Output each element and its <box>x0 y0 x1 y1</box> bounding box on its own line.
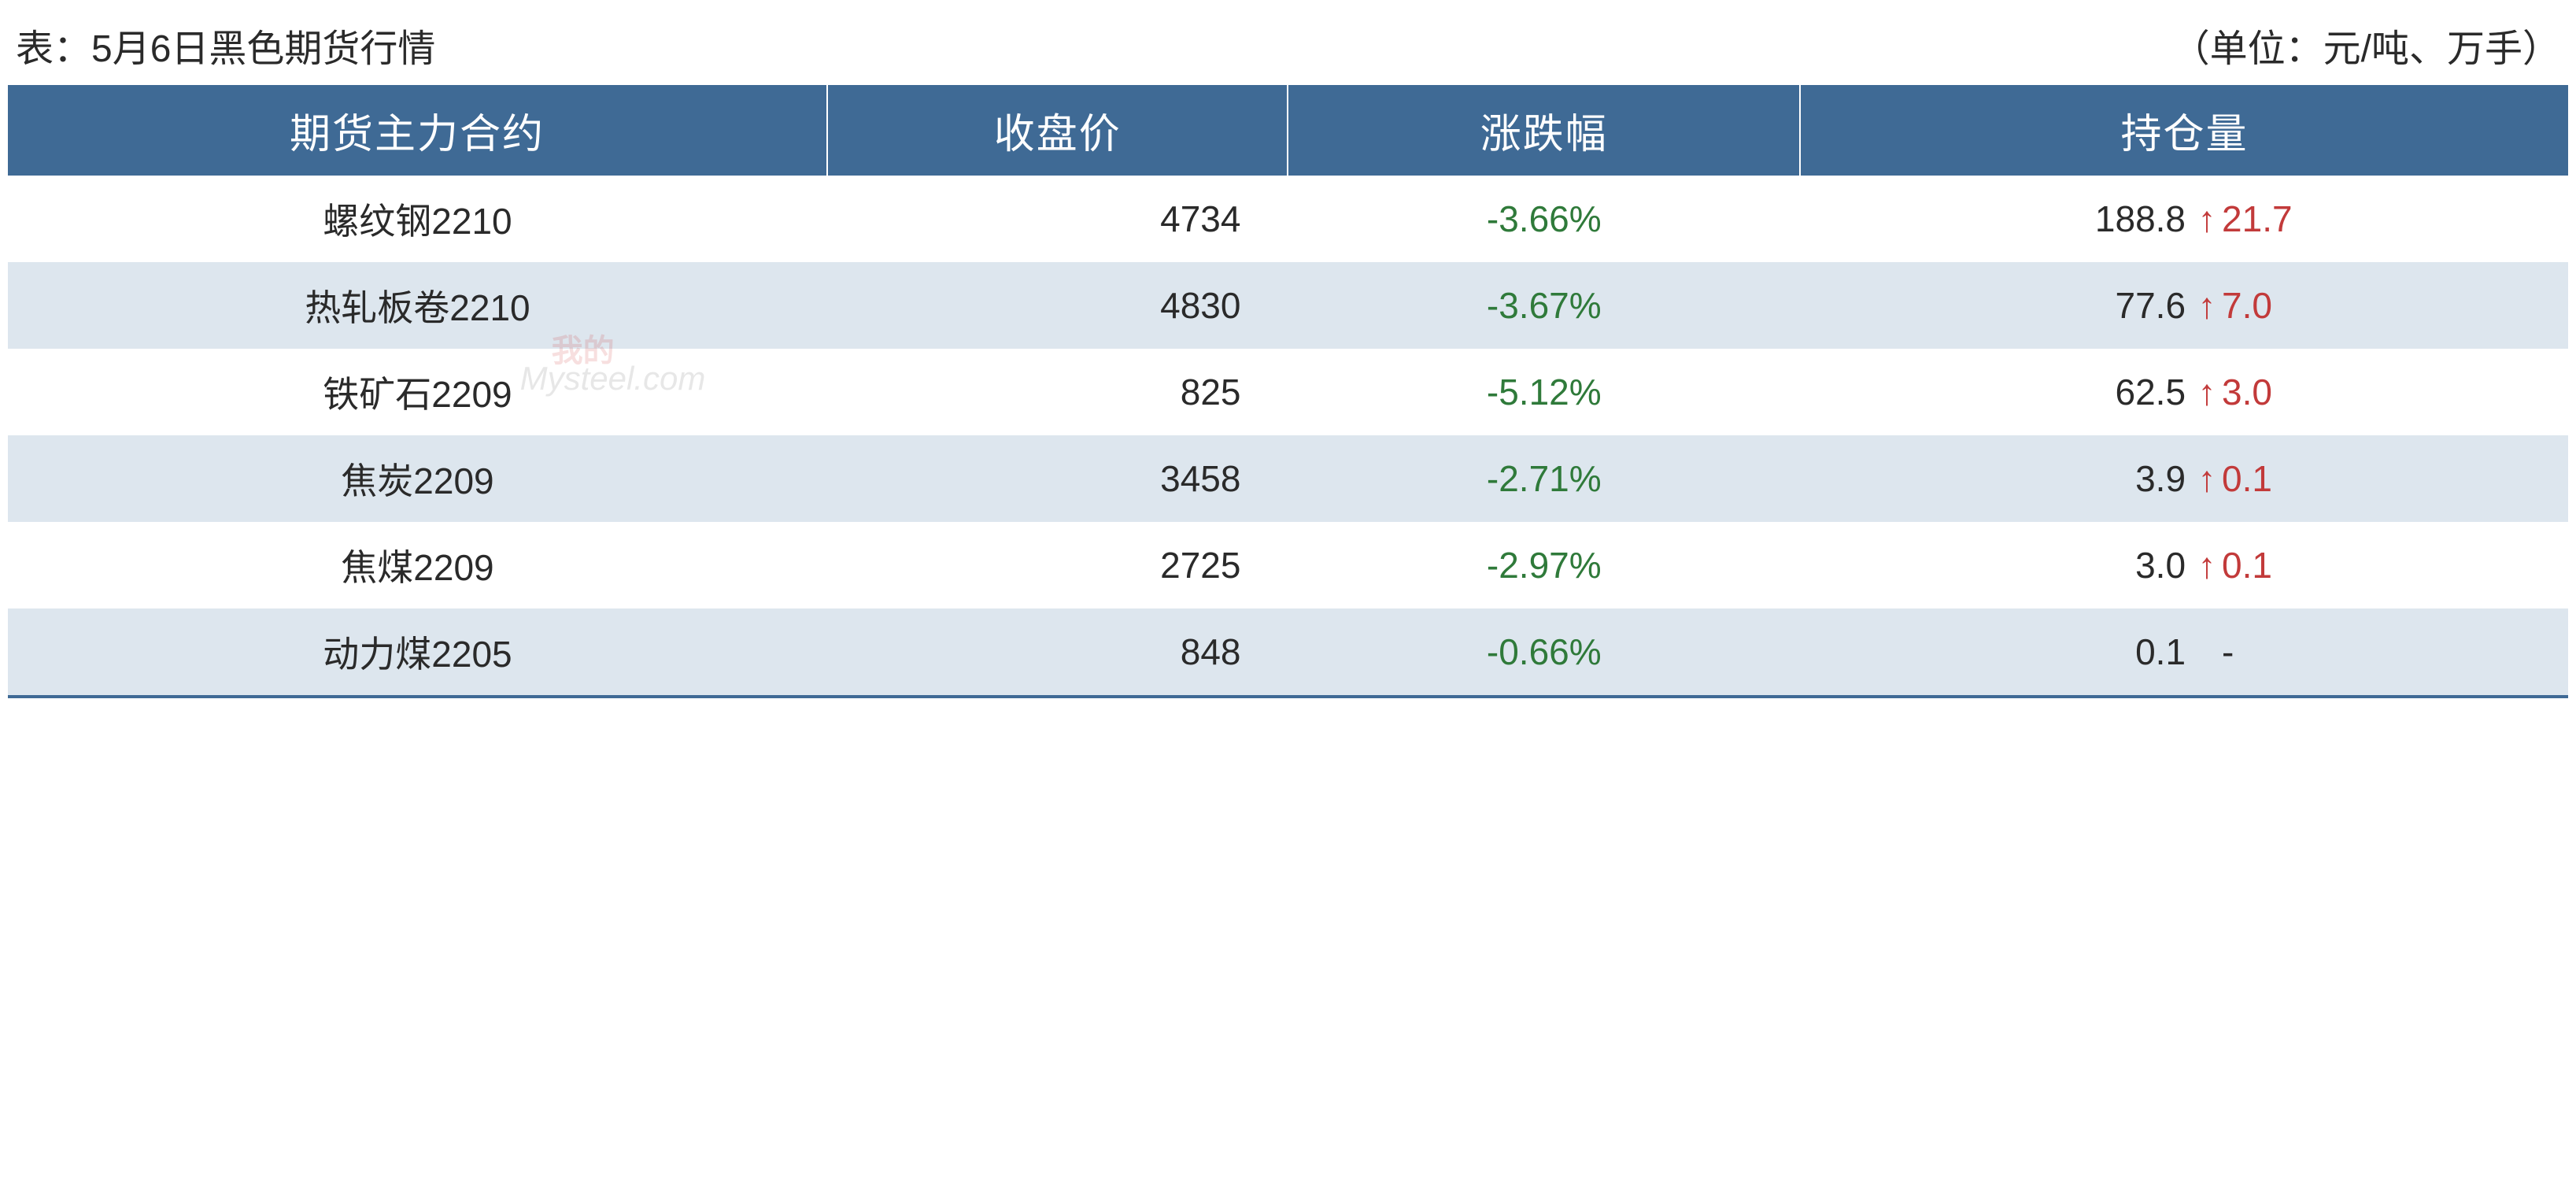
table-title: 表：5月6日黑色期货行情 <box>16 17 435 72</box>
oi-delta: - <box>2222 631 2301 673</box>
cell-contract: 铁矿石2209 <box>8 349 827 435</box>
cell-close: 3458 <box>827 435 1288 522</box>
table-row: 焦煤22092725-2.97%3.0↑0.1 <box>8 522 2568 608</box>
header-oi: 持仓量 <box>1800 85 2568 176</box>
cell-change: -0.66% <box>1288 608 1800 697</box>
header-close: 收盘价 <box>827 85 1288 176</box>
oi-base: 188.8 <box>2068 198 2186 240</box>
cell-open-interest: 3.0↑0.1 <box>1800 522 2568 608</box>
cell-open-interest: 188.8↑21.7 <box>1800 176 2568 262</box>
oi-delta: 0.1 <box>2222 457 2301 500</box>
oi-delta: 7.0 <box>2222 284 2301 327</box>
cell-change: -3.67% <box>1288 262 1800 349</box>
header-change: 涨跌幅 <box>1288 85 1800 176</box>
cell-contract: 热轧板卷2210 <box>8 262 827 349</box>
cell-open-interest: 62.5↑3.0 <box>1800 349 2568 435</box>
table-row: 螺纹钢22104734-3.66%188.8↑21.7 <box>8 176 2568 262</box>
cell-contract: 焦炭2209 <box>8 435 827 522</box>
table-row: 铁矿石2209825-5.12%62.5↑3.0 <box>8 349 2568 435</box>
table-header-row: 期货主力合约 收盘价 涨跌幅 持仓量 <box>8 85 2568 176</box>
oi-base: 3.9 <box>2068 457 2186 500</box>
table-body: 螺纹钢22104734-3.66%188.8↑21.7热轧板卷22104830-… <box>8 176 2568 697</box>
cell-close: 4734 <box>827 176 1288 262</box>
oi-delta: 21.7 <box>2222 198 2301 240</box>
cell-change: -2.97% <box>1288 522 1800 608</box>
cell-close: 2725 <box>827 522 1288 608</box>
cell-close: 825 <box>827 349 1288 435</box>
oi-base: 62.5 <box>2068 371 2186 413</box>
table-row: 焦炭22093458-2.71%3.9↑0.1 <box>8 435 2568 522</box>
cell-contract: 螺纹钢2210 <box>8 176 827 262</box>
header-contract: 期货主力合约 <box>8 85 827 176</box>
arrow-up-icon: ↑ <box>2195 457 2219 500</box>
oi-base: 0.1 <box>2068 631 2186 673</box>
cell-contract: 动力煤2205 <box>8 608 827 697</box>
futures-table: 期货主力合约 收盘价 涨跌幅 持仓量 螺纹钢22104734-3.66%188.… <box>8 85 2568 698</box>
arrow-up-icon: ↑ <box>2195 371 2219 413</box>
table-unit: （单位：元/吨、万手） <box>2172 17 2560 72</box>
arrow-up-icon: ↑ <box>2195 544 2219 586</box>
cell-close: 848 <box>827 608 1288 697</box>
cell-change: -5.12% <box>1288 349 1800 435</box>
cell-close: 4830 <box>827 262 1288 349</box>
cell-contract: 焦煤2209 <box>8 522 827 608</box>
title-bar: 表：5月6日黑色期货行情 （单位：元/吨、万手） <box>8 8 2568 85</box>
cell-open-interest: 0.1- <box>1800 608 2568 697</box>
arrow-up-icon: ↑ <box>2195 284 2219 327</box>
oi-delta: 0.1 <box>2222 544 2301 586</box>
table-row: 热轧板卷22104830-3.67%77.6↑7.0 <box>8 262 2568 349</box>
oi-base: 3.0 <box>2068 544 2186 586</box>
table-row: 动力煤2205848-0.66%0.1- <box>8 608 2568 697</box>
oi-base: 77.6 <box>2068 284 2186 327</box>
cell-open-interest: 77.6↑7.0 <box>1800 262 2568 349</box>
oi-delta: 3.0 <box>2222 371 2301 413</box>
arrow-up-icon: ↑ <box>2195 198 2219 240</box>
cell-change: -2.71% <box>1288 435 1800 522</box>
cell-change: -3.66% <box>1288 176 1800 262</box>
futures-table-container: 表：5月6日黑色期货行情 （单位：元/吨、万手） 期货主力合约 收盘价 涨跌幅 … <box>8 8 2568 698</box>
cell-open-interest: 3.9↑0.1 <box>1800 435 2568 522</box>
